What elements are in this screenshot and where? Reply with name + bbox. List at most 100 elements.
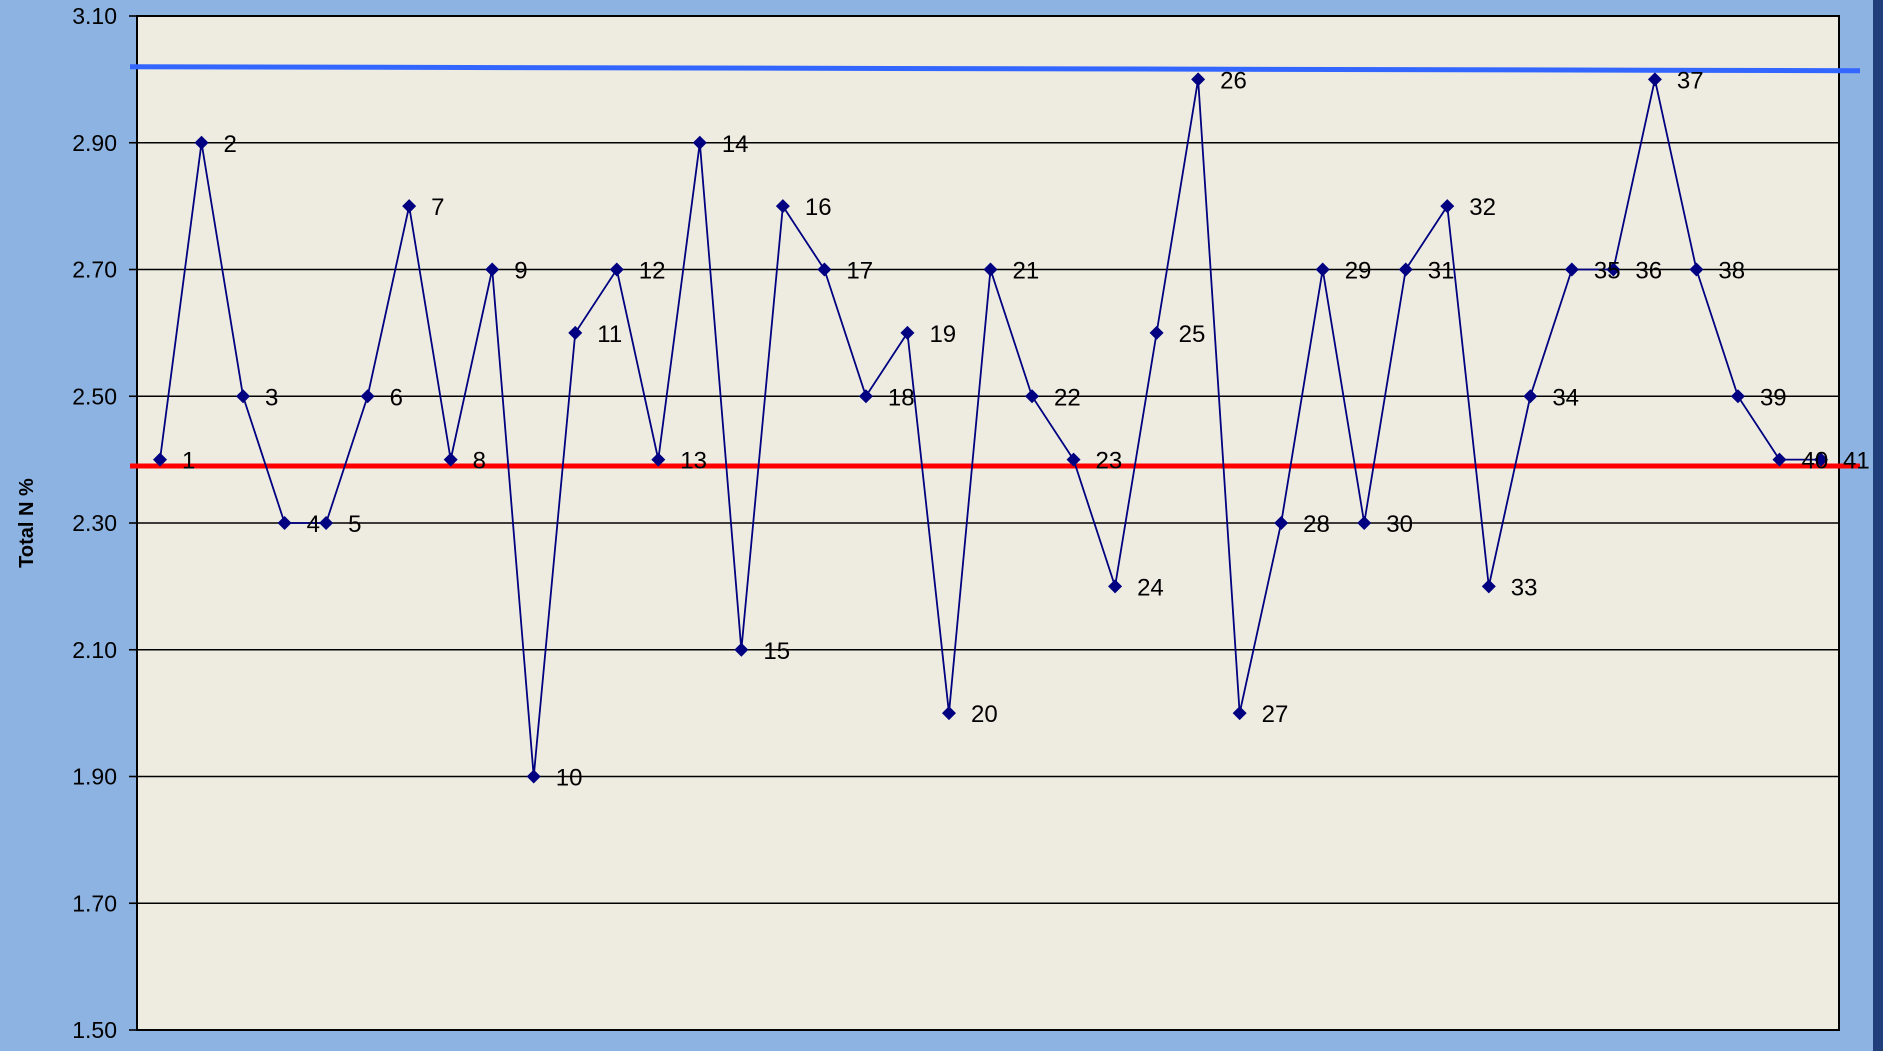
data-point xyxy=(360,389,375,404)
data-label: 9 xyxy=(514,258,527,285)
data-label: 4 xyxy=(307,511,320,538)
data-label: 23 xyxy=(1096,448,1123,475)
data-label: 35 xyxy=(1594,258,1621,285)
data-point xyxy=(568,325,583,340)
data-label: 15 xyxy=(763,638,790,665)
y-tick-label: 2.50 xyxy=(72,383,117,409)
data-point xyxy=(236,389,251,404)
data-point xyxy=(485,262,500,277)
data-label: 10 xyxy=(556,765,583,792)
data-label: 31 xyxy=(1428,258,1455,285)
data-point xyxy=(858,389,873,404)
data-point xyxy=(1606,262,1621,277)
y-tick-label: 1.90 xyxy=(72,764,117,790)
data-label: 39 xyxy=(1760,384,1787,411)
data-point xyxy=(1315,262,1330,277)
data-point xyxy=(1398,262,1413,277)
y-tick-label: 1.50 xyxy=(72,1017,117,1043)
data-label: 24 xyxy=(1137,574,1164,601)
data-label: 34 xyxy=(1552,384,1579,411)
data-point xyxy=(1814,452,1828,467)
y-tick-label: 1.70 xyxy=(72,890,117,916)
y-tick-label: 2.90 xyxy=(72,130,117,156)
data-point xyxy=(651,452,666,467)
data-point xyxy=(775,199,790,214)
data-point xyxy=(277,516,292,530)
data-label: 20 xyxy=(971,701,998,728)
right-edge-strip xyxy=(1873,0,1883,1051)
series xyxy=(153,72,1828,784)
data-label: 28 xyxy=(1303,511,1330,538)
y-tick-label: 2.70 xyxy=(72,257,117,283)
data-label: 6 xyxy=(390,384,403,411)
data-label: 1 xyxy=(182,448,195,475)
data-label: 14 xyxy=(722,131,749,158)
data-label: 21 xyxy=(1013,258,1040,285)
data-label: 26 xyxy=(1220,67,1247,94)
data-point xyxy=(402,199,417,214)
data-label: 36 xyxy=(1635,258,1662,285)
data-label: 3 xyxy=(265,384,278,411)
data-point xyxy=(817,262,832,277)
data-label: 17 xyxy=(846,258,873,285)
data-point xyxy=(734,642,749,657)
data-label: 33 xyxy=(1511,574,1538,601)
y-tick-label: 2.30 xyxy=(72,510,117,536)
data-point xyxy=(153,452,167,467)
data-point xyxy=(1689,262,1704,277)
data-point xyxy=(900,325,915,340)
data-point xyxy=(692,135,707,150)
data-point xyxy=(1647,72,1662,87)
data-label: 30 xyxy=(1386,511,1413,538)
data-label: 18 xyxy=(888,384,915,411)
data-label: 19 xyxy=(929,321,956,348)
y-axis-title: Total N % xyxy=(16,478,38,568)
data-label: 7 xyxy=(431,194,444,221)
data-label: 27 xyxy=(1262,701,1289,728)
data-point xyxy=(983,262,998,277)
y-axis-ticks: 1.50 1.70 1.90 2.10 2.30 2.50 2.70 2.90 3.10 xyxy=(72,3,137,1043)
data-label: 11 xyxy=(597,321,622,348)
data-label: 37 xyxy=(1677,67,1704,94)
reference-lines xyxy=(129,64,1861,469)
plot-frame xyxy=(136,15,1840,1031)
data-label: 25 xyxy=(1179,321,1206,348)
y-tick-label: 3.10 xyxy=(72,3,117,29)
data-label: 29 xyxy=(1345,258,1372,285)
data-label: 22 xyxy=(1054,384,1081,411)
data-point xyxy=(1481,579,1496,594)
data-point xyxy=(1357,516,1372,530)
data-point xyxy=(526,769,541,784)
data-label: 32 xyxy=(1469,194,1496,221)
data-point xyxy=(1730,389,1745,404)
data-label: 8 xyxy=(473,448,486,475)
data-label: 16 xyxy=(805,194,832,221)
data-point xyxy=(1232,706,1247,721)
data-point xyxy=(941,706,956,721)
data-label: 2 xyxy=(224,131,237,158)
data-point xyxy=(1523,389,1538,404)
data-label: 41 xyxy=(1843,448,1870,475)
data-point xyxy=(609,262,624,277)
data-point xyxy=(319,516,334,530)
data-point xyxy=(1772,452,1787,467)
data-point xyxy=(1108,579,1123,594)
data-point xyxy=(1191,72,1206,87)
data-label: 5 xyxy=(348,511,361,538)
data-label: 38 xyxy=(1718,258,1745,285)
data-label: 13 xyxy=(680,448,707,475)
reference-line xyxy=(129,64,1861,74)
data-label: 40 xyxy=(1801,448,1828,475)
data-label: 12 xyxy=(639,258,666,285)
data-point xyxy=(1440,199,1455,214)
data-point xyxy=(1025,389,1040,404)
y-tick-label: 2.10 xyxy=(72,637,117,663)
data-point xyxy=(443,452,458,467)
data-point xyxy=(1149,325,1164,340)
data-point xyxy=(1274,516,1289,530)
data-point xyxy=(194,135,209,150)
data-point xyxy=(1564,262,1579,277)
